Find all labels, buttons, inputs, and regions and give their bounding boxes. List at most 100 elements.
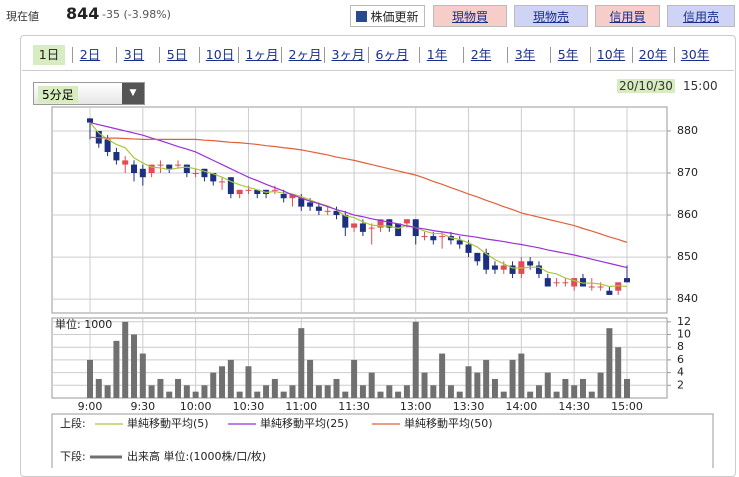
- moving-average-line: [89, 122, 628, 288]
- volume-bar: [87, 359, 93, 398]
- tab-separator: [368, 47, 369, 63]
- volume-bar: [588, 391, 595, 398]
- volume-bar: [280, 391, 287, 398]
- candle-body: [122, 160, 129, 165]
- interval-value: 5分足: [38, 86, 78, 103]
- y-tick-label: 840: [677, 292, 698, 305]
- candle-body: [139, 168, 146, 178]
- volume-bar: [491, 378, 498, 398]
- legend-entry: 出来高 単位:(1000株/口/枚): [127, 449, 266, 463]
- volume-bar: [421, 372, 428, 398]
- candle-body: [615, 282, 622, 291]
- volume-bar: [254, 391, 261, 398]
- candle-body: [201, 168, 208, 178]
- y-tick-label: 8: [677, 340, 684, 353]
- y-tick-label: 860: [677, 208, 698, 221]
- volume-bar: [289, 385, 296, 398]
- volume-bar: [535, 385, 542, 398]
- interval-select[interactable]: 5分足 ▼: [33, 82, 145, 105]
- candle-body: [588, 286, 595, 288]
- button[interactable]: 現物売: [514, 5, 588, 27]
- tab[interactable]: 2日: [79, 47, 101, 62]
- tab-separator: [590, 47, 591, 63]
- candle-body: [421, 236, 428, 238]
- volume-bar: [122, 321, 129, 398]
- volume-bar: [377, 391, 384, 398]
- tab[interactable]: 2年: [470, 47, 492, 62]
- y-tick-label: 6: [677, 353, 684, 366]
- x-tick-label: 10:00: [180, 400, 212, 413]
- tab[interactable]: 2ヶ月: [288, 47, 322, 62]
- candle-body: [236, 189, 243, 195]
- candle-body: [439, 236, 446, 238]
- tab[interactable]: 1日: [33, 45, 65, 65]
- volume-bar: [359, 385, 366, 398]
- volume-bar: [315, 385, 322, 398]
- volume-bar: [245, 366, 252, 398]
- candle-body: [210, 173, 217, 182]
- candle-body: [175, 164, 182, 166]
- candle-body: [403, 219, 410, 224]
- tab[interactable]: 20年: [638, 47, 668, 62]
- x-tick-label: 9:00: [78, 400, 103, 413]
- tab[interactable]: 3年: [514, 47, 536, 62]
- time: 15:00: [683, 79, 718, 93]
- candle-body: [131, 164, 138, 174]
- volume-bar: [474, 372, 481, 398]
- volume-bar: [333, 378, 340, 398]
- refresh-button[interactable]: 株価更新: [350, 5, 425, 27]
- volume-bar: [624, 378, 630, 398]
- button[interactable]: 信用買: [595, 5, 660, 27]
- moving-average-line: [89, 121, 628, 269]
- candle-body: [597, 286, 604, 288]
- y-tick-label: 850: [677, 250, 698, 263]
- tab[interactable]: 5年: [557, 47, 579, 62]
- tab[interactable]: 10日: [205, 47, 235, 62]
- y-tick-label: 880: [677, 124, 698, 137]
- tab[interactable]: 10年: [596, 47, 626, 62]
- candle-body: [148, 164, 155, 174]
- volume-bar: [192, 391, 199, 398]
- volume-bar: [298, 328, 305, 398]
- volume-bar: [219, 366, 226, 398]
- candle-body: [342, 215, 349, 228]
- x-tick-label: 9:30: [130, 400, 155, 413]
- candle-body: [104, 139, 111, 152]
- candle-body: [579, 278, 586, 287]
- price-frame: [51, 106, 668, 314]
- tab[interactable]: 5日: [166, 47, 188, 62]
- x-tick-label: 13:00: [400, 400, 432, 413]
- button[interactable]: 現物買: [433, 5, 507, 27]
- volume-bar: [553, 391, 560, 398]
- tab[interactable]: 1ヶ月: [245, 47, 279, 62]
- tab-separator: [463, 47, 464, 63]
- candle-body: [307, 202, 314, 207]
- candle-body: [395, 223, 402, 237]
- candle-body: [624, 278, 630, 283]
- tab[interactable]: 3ヶ月: [331, 47, 365, 62]
- volume-bar: [307, 359, 314, 398]
- candle-body: [298, 198, 305, 207]
- candle-body: [553, 282, 560, 284]
- volume-bar: [562, 378, 569, 398]
- tab[interactable]: 3日: [123, 47, 145, 62]
- candle-body: [456, 240, 463, 245]
- volume-bar: [157, 378, 164, 398]
- volume-bar: [606, 328, 613, 398]
- button[interactable]: 信用売: [667, 5, 735, 27]
- volume-bar: [368, 372, 375, 398]
- tab[interactable]: 1年: [426, 47, 448, 62]
- volume-bar: [271, 378, 278, 398]
- tab[interactable]: 6ヶ月: [375, 47, 409, 62]
- volume-bar: [342, 391, 349, 398]
- tab-separator: [281, 47, 282, 63]
- tab[interactable]: 30年: [680, 47, 710, 62]
- volume-bar: [139, 353, 146, 398]
- candle-body: [377, 219, 384, 228]
- legend-box: [51, 413, 714, 468]
- volume-bar: [439, 353, 446, 398]
- volume-bar: [351, 359, 358, 398]
- candle-body: [87, 118, 93, 123]
- volume-bar: [395, 391, 402, 398]
